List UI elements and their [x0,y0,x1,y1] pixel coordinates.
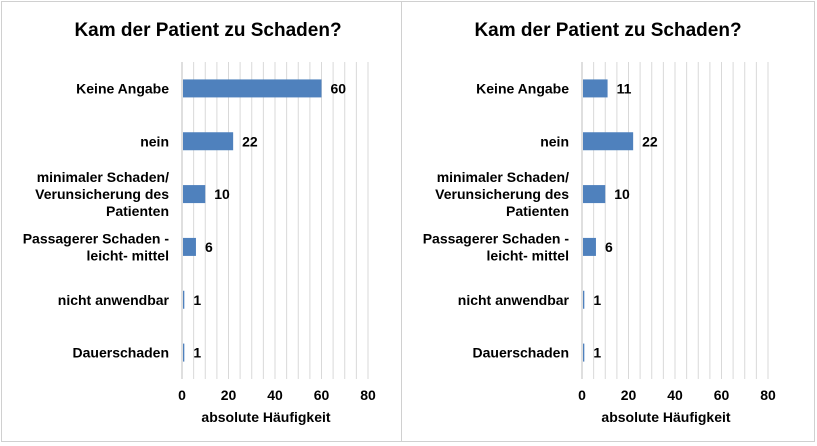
x-tick-label: 0 [578,387,586,403]
x-tick-label: 60 [714,387,730,403]
category-label-line: nicht anwendbar [58,292,170,308]
category-label: minimaler Schaden/Verunsicherung des Pati… [35,169,169,219]
category-label: nein [140,133,169,149]
category-label: Passagerer Schaden -leicht- mittel [423,230,570,263]
data-label: 22 [242,133,258,149]
data-label: 6 [205,239,213,255]
x-tick-label: 80 [760,387,776,403]
category-label-line: Patienten [106,203,169,219]
bar [583,237,596,256]
bar [183,132,234,151]
data-label: 1 [193,292,201,308]
category-label: Dauerschaden [73,345,169,361]
category-label-line: minimaler Schaden/ [437,169,569,185]
bar [583,79,608,98]
x-axis-label: absolute Häufigkeit [601,409,730,425]
bar [583,185,606,204]
category-label-line: nein [540,133,569,149]
category-label-line: Verunsicherung des [35,186,169,202]
bar [583,290,585,309]
bar [583,343,585,362]
data-label: 6 [605,239,613,255]
x-tick-label: 40 [267,387,283,403]
bar [183,185,206,204]
data-label: 10 [214,186,230,202]
category-label: nein [540,133,569,149]
x-axis-label: absolute Häufigkeit [201,409,330,425]
category-label: minimaler Schaden/Verunsicherung des Pati… [435,169,569,219]
data-label: 60 [331,80,347,96]
x-tick-label: 0 [178,387,186,403]
chart-panel-left: Kam der Patient zu Schaden? 60 Keine Angab… [1,1,415,442]
category-label-line: Passagerer Schaden - [23,230,170,246]
bar [183,343,185,362]
category-label: Passagerer Schaden -leicht- mittel [23,230,170,263]
category-label-line: nein [140,133,169,149]
data-label: 11 [617,80,632,96]
category-label-line: Keine Angabe [76,80,169,96]
chart-title: Kam der Patient zu Schaden? [474,20,741,41]
category-label: nicht anwendbar [58,292,170,308]
category-label-line: Keine Angabe [476,80,569,96]
category-label-line: Dauerschaden [473,345,569,361]
bar [583,132,634,151]
category-label-line: Dauerschaden [73,345,169,361]
category-label-line: Passagerer Schaden - [423,230,570,246]
category-label: Dauerschaden [473,345,569,361]
data-label: 10 [614,186,630,202]
category-label-line: nicht anwendbar [458,292,570,308]
bar [183,237,196,256]
data-label: 1 [593,345,601,361]
x-tick-label: 20 [621,387,637,403]
x-tick-label: 20 [221,387,237,403]
x-tick-label: 60 [314,387,330,403]
category-label-line: minimaler Schaden/ [37,169,169,185]
category-label-line: leicht- mittel [487,247,569,263]
bar [183,290,185,309]
data-label: 1 [593,292,601,308]
chart-title: Kam der Patient zu Schaden? [74,20,341,41]
category-label: nicht anwendbar [458,292,570,308]
category-label-line: leicht- mittel [87,247,169,263]
data-label: 1 [193,345,201,361]
bar [183,79,322,98]
x-tick-label: 40 [667,387,683,403]
data-label: 22 [642,133,658,149]
category-label-line: Verunsicherung des [435,186,569,202]
category-label-line: Patienten [506,203,569,219]
category-label: Keine Angabe [76,80,169,96]
category-label: Keine Angabe [476,80,569,96]
x-tick-label: 80 [360,387,376,403]
chart-panel-right: Kam der Patient zu Schaden? 11 Keine Angab… [401,1,815,442]
